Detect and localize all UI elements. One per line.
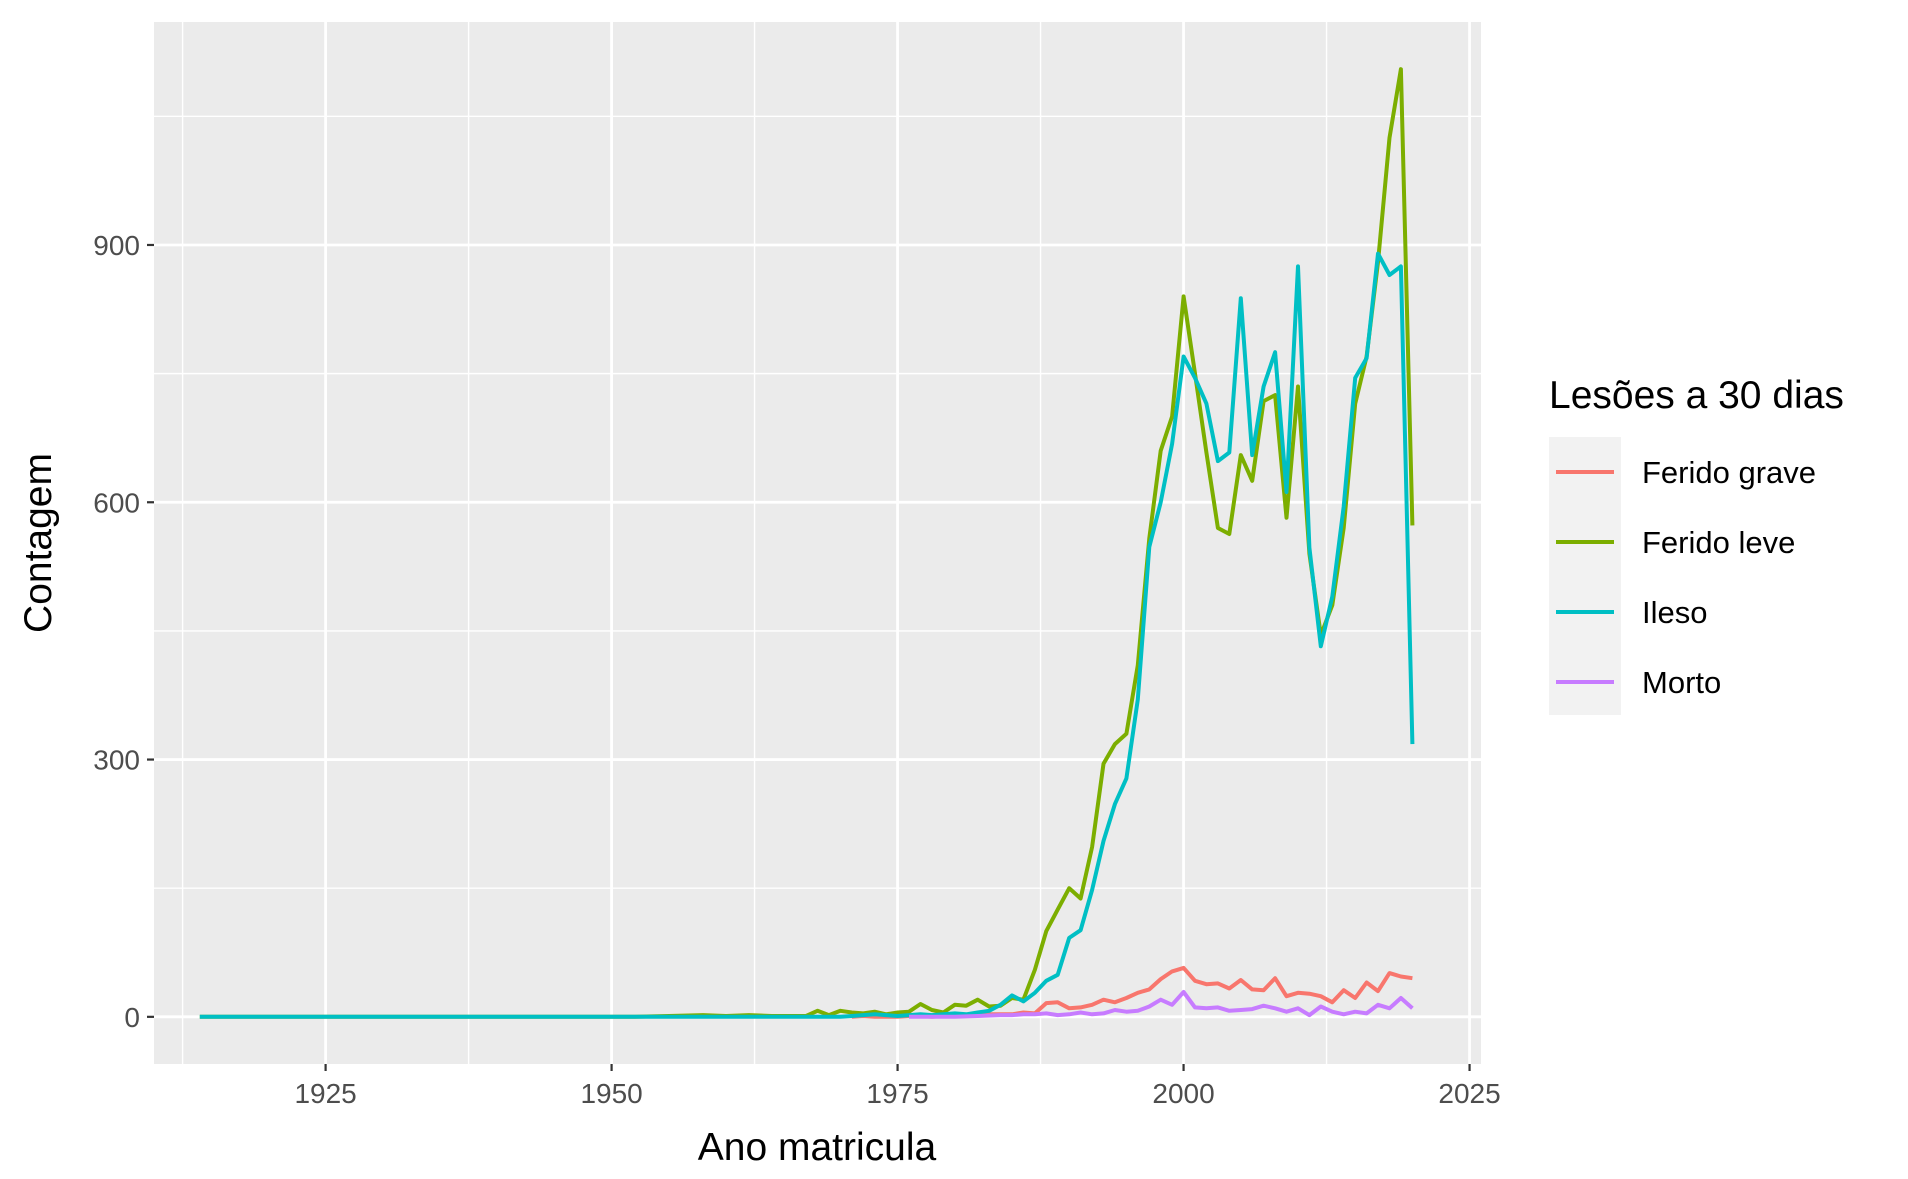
series-lines — [199, 67, 1415, 1019]
x-tick-label: 1975 — [866, 1078, 928, 1109]
legend: Lesões a 30 dias Ferido grave Ferido leve… — [1549, 374, 1844, 715]
y-tick-label: 300 — [93, 745, 140, 776]
y-axis-title: Contagem — [17, 453, 60, 633]
series-line-morto — [909, 990, 1414, 1019]
x-axis: 1925 1950 1975 2000 2025 — [294, 1064, 1501, 1109]
legend-key-background — [1549, 437, 1621, 715]
x-tick-label: 2025 — [1438, 1078, 1500, 1109]
y-tick-label: 600 — [93, 487, 140, 518]
panel-background — [154, 22, 1481, 1064]
grid-minor — [154, 22, 1481, 1064]
x-axis-title: Ano matricula — [698, 1126, 937, 1169]
legend-label-morto: Morto — [1642, 665, 1721, 700]
x-tick-label: 1950 — [580, 1078, 642, 1109]
y-axis: 0 300 600 900 — [93, 230, 154, 1033]
legend-label-ileso: Ileso — [1642, 595, 1707, 630]
legend-label-ferido-leve: Ferido leve — [1642, 525, 1795, 560]
x-tick-label: 2000 — [1152, 1078, 1214, 1109]
y-tick-label: 0 — [124, 1002, 140, 1033]
grid-major — [154, 22, 1481, 1064]
y-tick-label: 900 — [93, 230, 140, 261]
series-line-ileso — [199, 251, 1415, 1019]
legend-label-ferido-grave: Ferido grave — [1642, 455, 1816, 490]
x-tick-label: 1925 — [294, 1078, 356, 1109]
legend-title: Lesões a 30 dias — [1549, 374, 1844, 417]
